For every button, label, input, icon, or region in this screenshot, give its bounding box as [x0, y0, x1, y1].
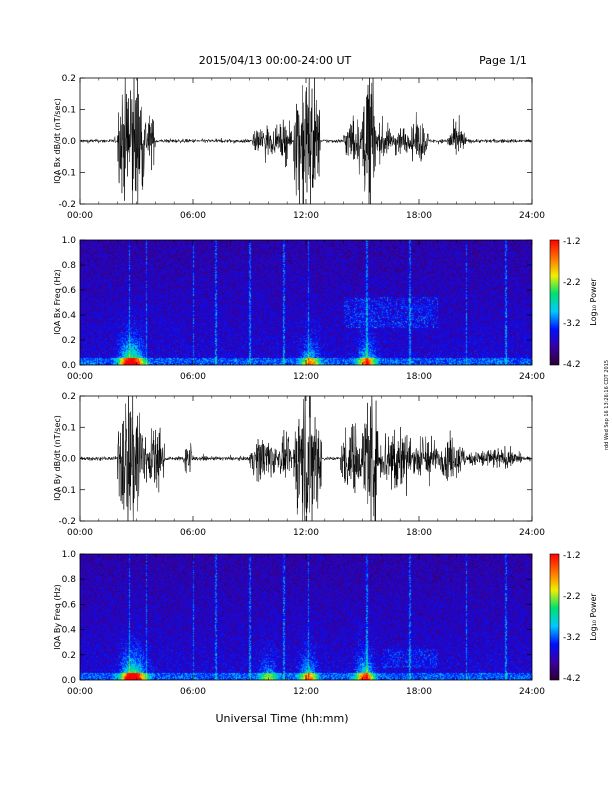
- x-tick-label: 06:00: [180, 372, 206, 382]
- y-tick-label: 0.0: [62, 455, 77, 465]
- x-tick-label: 24:00: [519, 687, 545, 697]
- colorbar-by: -1.2 -2.2 -3.2 -4.2 Log₁₀ Power: [549, 551, 598, 684]
- y-tick-label: 0.1: [62, 106, 76, 116]
- bx-dbdt-ticks: 00:00 06:00 12:00 18:00 24:00 0.2 0.1 0.0 -0.1 -0…: [58, 74, 545, 221]
- x-tick-label: 18:00: [406, 528, 432, 538]
- colorbar-by-tick: -3.2: [563, 633, 581, 643]
- x-tick-label: 24:00: [519, 372, 545, 382]
- bx-spectrogram-ticks: 00:00 06:00 12:00 18:00 24:00 1.0 0.8 0.6 0.4 0.2…: [62, 236, 546, 382]
- figure-title: 2015/04/13 00:00-24:00 UT: [199, 54, 352, 67]
- panel-bx-spectrogram: 00:00 06:00 12:00 18:00 24:00 1.0 0.8 0.6 0.4 0.2…: [53, 236, 545, 382]
- by-spectrogram-ylabel: IQA By Freq (Hz): [53, 584, 62, 650]
- bx-spectrogram-ylabel: IQA Bx Freq (Hz): [53, 269, 62, 335]
- y-tick-label: 0.6: [62, 286, 77, 296]
- panel-by-spectrogram: 00:00 06:00 12:00 18:00 24:00 1.0 0.8 0.6 0.4 0.2…: [53, 550, 545, 697]
- x-tick-label: 24:00: [519, 211, 545, 221]
- y-tick-label: 0.2: [62, 651, 76, 661]
- y-tick-label: 0.2: [62, 74, 76, 84]
- x-tick-label: 06:00: [180, 528, 206, 538]
- y-tick-label: 1.0: [62, 236, 77, 246]
- y-tick-label: 0.4: [62, 626, 77, 636]
- x-tick-label: 00:00: [67, 211, 93, 221]
- colorbar-by-scale: [549, 553, 560, 681]
- x-tick-label: 24:00: [519, 528, 545, 538]
- dbdt-trace-path: [80, 78, 532, 204]
- y-tick-label: -0.1: [58, 486, 76, 496]
- x-tick-label: 18:00: [406, 372, 432, 382]
- x-tick-label: 06:00: [180, 687, 206, 697]
- colorbar-bx-scale: [549, 239, 560, 366]
- colorbar-by-label: Log₁₀ Power: [589, 593, 598, 641]
- y-tick-label: -0.2: [58, 517, 76, 527]
- y-tick-label: 0.1: [62, 423, 76, 433]
- colorbar-bx: -1.2 -2.2 -3.2 -4.2 Log₁₀ Power: [549, 237, 598, 370]
- x-tick-label: 18:00: [406, 687, 432, 697]
- y-tick-label: 0.6: [62, 600, 77, 610]
- x-tick-label: 12:00: [293, 372, 319, 382]
- x-tick-label: 00:00: [67, 687, 93, 697]
- bx-spectrogram-image: [80, 240, 532, 365]
- x-tick-label: 12:00: [293, 687, 319, 697]
- y-tick-label: 0.0: [62, 676, 77, 686]
- colorbar-by-tick: -1.2: [563, 551, 581, 561]
- y-tick-label: 0.2: [62, 392, 76, 402]
- panel-by-dbdt: 00:00 06:00 12:00 18:00 24:00 0.2 0.1 0.0 -0.1 -0…: [53, 392, 545, 538]
- colorbar-by-tick: -2.2: [563, 592, 581, 602]
- y-tick-label: 0.8: [62, 575, 77, 585]
- colorbar-bx-tick: -4.2: [563, 360, 581, 370]
- bx-dbdt-ylabel: IQA Bx dB/dt (nT/sec): [53, 98, 62, 184]
- colorbar-bx-tick: -1.2: [563, 237, 581, 247]
- y-tick-label: -0.2: [58, 200, 76, 210]
- colorbar-bx-tick: -3.2: [563, 319, 581, 329]
- y-tick-label: 0.0: [62, 361, 77, 371]
- x-tick-label: 06:00: [180, 211, 206, 221]
- bx-dbdt-trace: [80, 78, 532, 204]
- x-tick-label: 00:00: [67, 528, 93, 538]
- panel-bx-dbdt: 00:00 06:00 12:00 18:00 24:00 0.2 0.1 0.0 -0.1 -0…: [53, 74, 545, 221]
- colorbar-bx-label: Log₁₀ Power: [589, 278, 598, 326]
- by-dbdt-ticks: 00:00 06:00 12:00 18:00 24:00 0.2 0.1 0.0 -0.1 -0…: [58, 392, 545, 538]
- y-tick-label: 0.2: [62, 336, 76, 346]
- x-axis-label: Universal Time (hh:mm): [216, 712, 349, 725]
- page-indicator: Page 1/1: [479, 54, 527, 67]
- by-dbdt-ylabel: IQA By dB/dt (nT/sec): [53, 415, 62, 501]
- y-tick-label: 0.4: [62, 311, 77, 321]
- x-tick-label: 18:00: [406, 211, 432, 221]
- x-tick-label: 00:00: [67, 372, 93, 382]
- colorbar-by-tick: -4.2: [563, 674, 581, 684]
- y-tick-label: 1.0: [62, 550, 77, 560]
- x-tick-label: 12:00: [293, 528, 319, 538]
- by-spectrogram-ticks: 00:00 06:00 12:00 18:00 24:00 1.0 0.8 0.6 0.4 0.2…: [62, 550, 546, 697]
- dbdt-trace-path: [80, 396, 532, 521]
- y-tick-label: 0.0: [62, 137, 77, 147]
- x-tick-label: 12:00: [293, 211, 319, 221]
- processing-stamp: rdd Wed Sep 16 13:26:16 CDT 2015: [604, 360, 610, 450]
- by-spectrogram-image: [80, 554, 532, 680]
- y-tick-label: -0.1: [58, 169, 76, 179]
- y-tick-label: 0.8: [62, 261, 77, 271]
- by-dbdt-trace: [80, 396, 532, 521]
- colorbar-bx-tick: -2.2: [563, 278, 581, 288]
